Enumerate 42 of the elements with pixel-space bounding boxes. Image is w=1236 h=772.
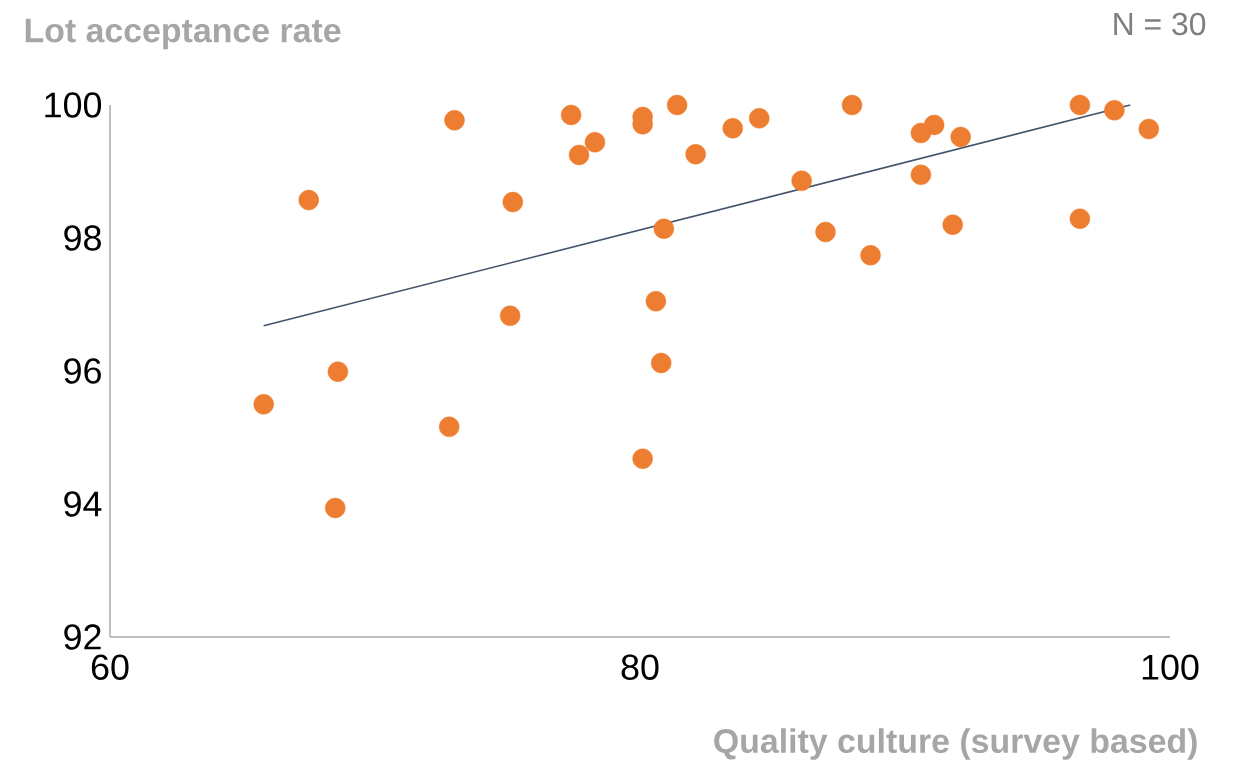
point [645,290,667,312]
point [942,214,963,235]
point [722,118,743,139]
point [910,164,932,186]
y-axis-title: Lot acceptance rate [25,18,341,50]
point [327,361,349,382]
point [1138,118,1159,140]
point [568,144,590,166]
point [791,170,812,192]
point [560,104,582,126]
x-tick-label: 60 [91,654,129,680]
x-axis-title: Quality culture (survey based) [714,728,1197,760]
point [298,189,319,211]
point [1069,94,1091,116]
point [860,245,881,266]
y-tick-label: 96 [64,358,101,384]
point [499,305,521,326]
y-tick-label: 98 [64,225,101,251]
point [923,114,945,136]
text: N = 30 [1114,12,1206,36]
x-tick-label: 100 [1142,654,1199,680]
point [325,497,346,519]
point [666,94,688,116]
point [841,94,863,116]
point [632,448,653,469]
point [444,110,465,131]
point [651,352,672,374]
point [749,108,770,129]
point [502,191,523,213]
x-tick-label: 80 [621,654,659,680]
y-tick-label: 92 [64,624,101,650]
point [653,218,675,239]
y-tick-label: 94 [64,491,102,517]
y-tick-label: 100 [45,92,102,118]
point [253,394,274,415]
point [950,126,971,148]
point [1069,208,1091,229]
point [1104,100,1125,121]
point [815,221,836,243]
point [685,144,706,165]
point [584,132,606,153]
point [439,416,460,438]
